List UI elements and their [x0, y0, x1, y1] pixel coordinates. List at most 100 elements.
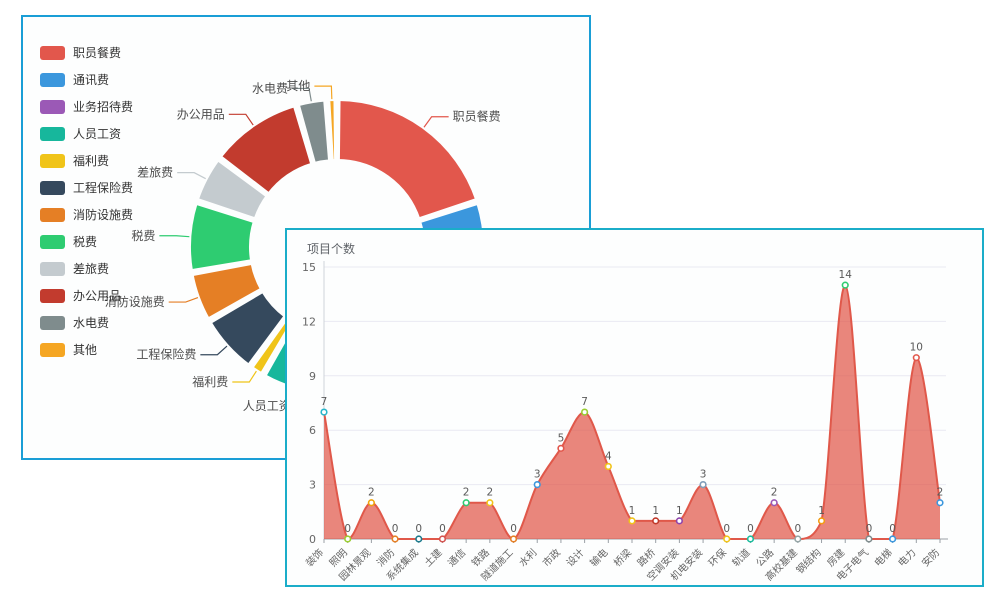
- data-point-电子电气[interactable]: [865, 535, 873, 543]
- data-point-路桥[interactable]: [652, 517, 660, 525]
- data-point-土建[interactable]: [438, 535, 447, 543]
- donut-label-line: [177, 172, 206, 180]
- donut-legend: 职员餐费通讯费业务招待费人员工资福利费工程保险费 消防设施费 税费差旅费办公用品水电…: [40, 39, 133, 363]
- legend-item-9[interactable]: 办公用品: [40, 282, 133, 309]
- data-point-系统集成[interactable]: [415, 535, 423, 543]
- value-label: 0: [747, 523, 754, 535]
- data-point-消防[interactable]: [391, 535, 399, 543]
- legend-swatch: [40, 288, 65, 303]
- donut-slice-0[interactable]: [335, 97, 480, 222]
- donut-slice-label: 工程保险费: [136, 347, 196, 362]
- legend-item-7[interactable]: 税费: [40, 228, 133, 255]
- data-point-空调安装[interactable]: [675, 517, 683, 525]
- x-axis-label: 电梯: [871, 546, 894, 569]
- data-point-桥梁[interactable]: [628, 517, 636, 525]
- x-axis-label: 土建: [421, 546, 444, 569]
- value-label: 3: [700, 469, 707, 481]
- data-point-电力[interactable]: [912, 354, 920, 362]
- legend-label: 职员餐费: [73, 46, 122, 60]
- legend-item-3[interactable]: 人员工资: [40, 120, 133, 147]
- data-point-装饰[interactable]: [320, 408, 328, 416]
- legend-swatch: [40, 180, 65, 195]
- legend-label: 差旅费: [73, 262, 110, 276]
- legend-swatch: [40, 207, 65, 222]
- y-axis-tick-label: 6: [309, 424, 316, 437]
- data-point-园林景观[interactable]: [367, 499, 375, 507]
- data-point-设计[interactable]: [581, 408, 589, 416]
- legend-item-6[interactable]: 消防设施费: [40, 201, 133, 228]
- area-fill: [324, 285, 940, 539]
- data-point-轨道[interactable]: [746, 535, 755, 543]
- value-label: 0: [439, 523, 446, 535]
- legend-item-10[interactable]: 水电费: [40, 309, 133, 336]
- legend-item-0[interactable]: 职员餐费: [40, 39, 133, 66]
- donut-slice-label: 税费: [131, 229, 155, 243]
- value-label: 1: [818, 505, 825, 517]
- donut-slice-label: 人员工资: [243, 399, 291, 413]
- data-point-水利[interactable]: [533, 481, 541, 489]
- data-point-市政[interactable]: [557, 444, 565, 452]
- x-axis-label: 电力: [895, 546, 918, 569]
- value-label: 0: [344, 523, 351, 535]
- value-label: 0: [723, 523, 730, 535]
- value-label: 7: [321, 396, 328, 408]
- data-point-房建[interactable]: [841, 281, 849, 289]
- x-axis-label: 通信: [446, 547, 469, 570]
- donut-slice-11[interactable]: [326, 97, 339, 164]
- donut-label-line: [228, 113, 254, 126]
- legend-label: 业务招待费: [73, 100, 134, 114]
- donut-slice-label: 职员餐费: [453, 109, 501, 124]
- x-axis-label: 输电: [587, 546, 610, 569]
- data-point-公路[interactable]: [770, 499, 778, 507]
- value-label: 2: [368, 487, 375, 499]
- donut-slice-5[interactable]: [207, 288, 288, 368]
- donut-slice-9[interactable]: [217, 103, 315, 197]
- donut-slice-6[interactable]: [189, 260, 265, 322]
- data-point-钢结构[interactable]: [817, 517, 826, 525]
- y-axis-tick-label: 12: [302, 315, 316, 328]
- legend-label: 通讯费: [73, 73, 110, 87]
- legend-item-4[interactable]: 福利费: [40, 147, 133, 174]
- x-axis-label: 设计: [563, 546, 586, 569]
- x-axis-label: 环保: [706, 546, 729, 569]
- legend-label: 福利费: [73, 154, 110, 168]
- value-label: 0: [510, 523, 517, 535]
- donut-slice-label: 福利费: [192, 374, 228, 389]
- legend-item-8[interactable]: 差旅费: [40, 255, 133, 282]
- data-point-照明[interactable]: [344, 535, 352, 543]
- donut-label-line: [200, 345, 228, 356]
- x-axis-label: 安防: [919, 546, 942, 569]
- legend-item-5[interactable]: 工程保险费: [40, 174, 133, 201]
- data-point-电梯[interactable]: [889, 535, 897, 543]
- data-point-安防[interactable]: [936, 499, 944, 507]
- value-label: 5: [558, 432, 565, 444]
- legend-swatch: [40, 234, 65, 249]
- data-point-通信[interactable]: [462, 499, 470, 507]
- data-point-隧道施工[interactable]: [509, 535, 518, 543]
- value-label: 7: [581, 396, 588, 408]
- data-point-高校基建[interactable]: [794, 535, 802, 543]
- x-axis-label: 桥梁: [611, 546, 634, 569]
- data-point-机电安装[interactable]: [699, 481, 707, 489]
- donut-slice-7[interactable]: [187, 200, 257, 274]
- data-point-环保[interactable]: [723, 535, 731, 543]
- data-point-铁路[interactable]: [486, 499, 494, 507]
- donut-slice-8[interactable]: [194, 157, 270, 222]
- y-axis-tick-label: 9: [309, 370, 316, 383]
- legend-item-2[interactable]: 业务招待费: [40, 93, 133, 120]
- value-label: 2: [771, 487, 778, 499]
- legend-item-1[interactable]: 通讯费: [40, 66, 133, 93]
- legend-swatch: [40, 99, 65, 114]
- area-chart-title: 项目个数: [307, 242, 356, 256]
- legend-swatch: [40, 315, 65, 330]
- donut-label-line: [232, 370, 257, 383]
- y-axis-tick-label: 3: [309, 479, 316, 492]
- value-label: 0: [795, 523, 802, 535]
- x-axis-label: 钢结构: [793, 546, 823, 576]
- legend-label: 办公用品: [73, 289, 122, 303]
- legend-item-11[interactable]: 其他: [40, 336, 133, 363]
- data-point-输电[interactable]: [604, 462, 612, 471]
- donut-label-line: [423, 116, 449, 128]
- donut-label-line: [168, 297, 199, 303]
- legend-swatch: [40, 45, 65, 60]
